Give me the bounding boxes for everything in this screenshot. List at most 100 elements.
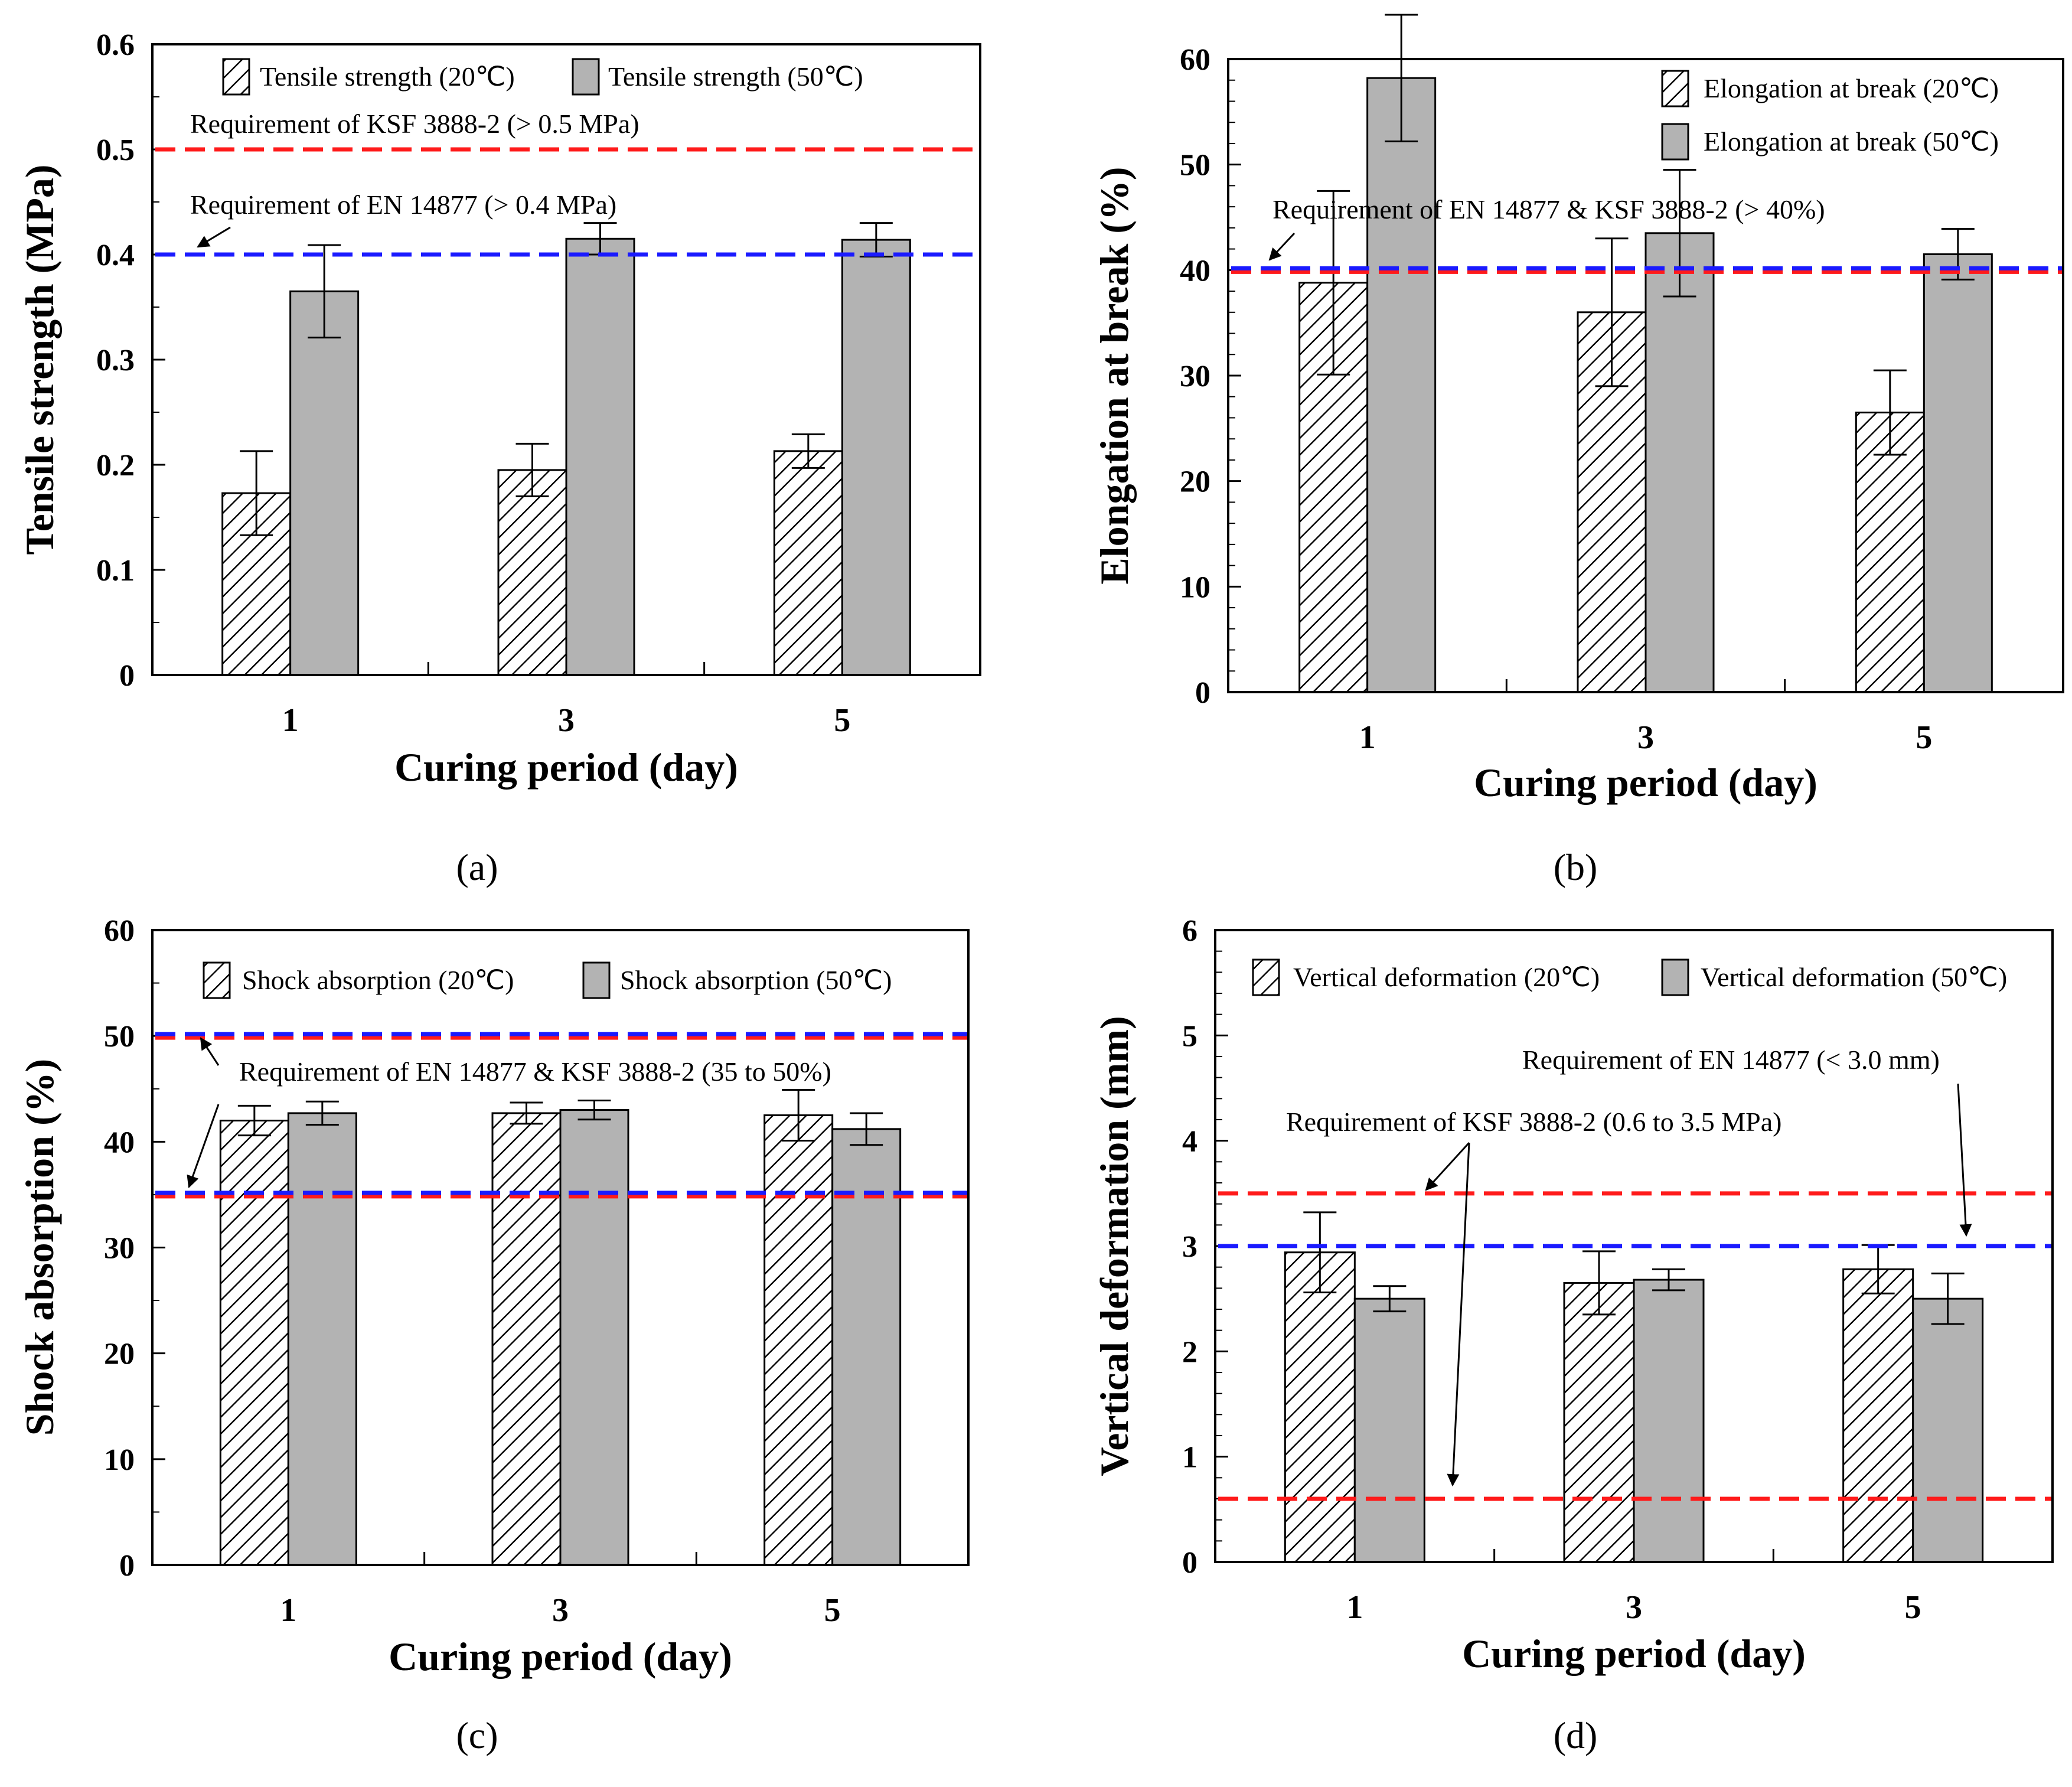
- bar: [287, 1112, 357, 1566]
- bar: [565, 237, 635, 676]
- y-tick-label: 0.1: [96, 554, 135, 588]
- annotation-arrow: [1957, 1083, 1972, 1237]
- y-axis-title: Shock absorption (%): [17, 1059, 62, 1436]
- y-axis-title: Elongation at break (%): [1092, 167, 1137, 584]
- annotation-text: Requirement of KSF 3888-2 (> 0.5 MPa): [190, 109, 639, 139]
- annotation-arrow: [1447, 1142, 1470, 1487]
- y-tick-label: 4: [1182, 1125, 1197, 1159]
- x-tick-label: 5: [834, 702, 850, 739]
- y-tick-label: 60: [104, 914, 135, 948]
- legend-label: Vertical deformation (50℃): [1701, 962, 2007, 992]
- bar: [1842, 1268, 1914, 1563]
- y-tick-label: 50: [104, 1020, 135, 1054]
- bar: [763, 1114, 834, 1566]
- legend-label: Tensile strength (20℃): [260, 61, 515, 92]
- legend-label: Tensile strength (50℃): [608, 61, 863, 92]
- bar: [1633, 1279, 1705, 1563]
- y-tick-label: 2: [1182, 1335, 1197, 1369]
- legend-swatch: [1252, 958, 1280, 996]
- legend-label: Shock absorption (50℃): [620, 965, 892, 995]
- bar: [289, 290, 360, 676]
- bar: [1912, 1297, 1984, 1563]
- y-tick-label: 0.3: [96, 344, 135, 377]
- bar: [1644, 232, 1715, 693]
- legend-swatch: [203, 961, 231, 999]
- legend-swatch: [572, 58, 600, 96]
- annotation-arrow: [197, 226, 231, 248]
- panel-label: (d): [1554, 1714, 1598, 1756]
- panel-label: (a): [456, 846, 498, 888]
- annotation-arrow: [1425, 1142, 1470, 1191]
- x-axis-title: Curing period (day): [389, 1634, 732, 1679]
- y-tick-label: 6: [1182, 914, 1197, 948]
- plot-frame: [1227, 58, 2064, 693]
- y-tick-label: 10: [104, 1443, 135, 1477]
- x-tick-label: 1: [282, 702, 299, 739]
- y-tick-label: 60: [1180, 43, 1210, 77]
- legend-swatch: [1661, 70, 1689, 107]
- legend-swatch: [582, 961, 611, 999]
- bar: [559, 1109, 629, 1566]
- y-tick-label: 20: [104, 1338, 135, 1371]
- y-tick-label: 5: [1182, 1019, 1197, 1053]
- annotation-text: Requirement of EN 14877 (< 3.0 mm): [1522, 1045, 1940, 1075]
- annotation-text: Requirement of EN 14877 & KSF 3888-2 (> …: [1272, 194, 1825, 224]
- y-tick-label: 0: [1195, 676, 1210, 710]
- bar: [491, 1112, 562, 1566]
- x-axis-title: Curing period (day): [394, 745, 738, 790]
- x-axis-title: Curing period (day): [1462, 1631, 1806, 1676]
- y-tick-label: 3: [1182, 1230, 1197, 1264]
- bar: [497, 469, 567, 676]
- x-tick-label: 1: [280, 1592, 296, 1629]
- legend-swatch: [222, 58, 250, 96]
- y-tick-label: 40: [1180, 254, 1210, 288]
- x-tick-label: 5: [1905, 1589, 1921, 1626]
- x-axis-title: Curing period (day): [1474, 760, 1818, 805]
- x-tick-label: 1: [1346, 1589, 1363, 1626]
- x-tick-label: 3: [552, 1592, 569, 1629]
- bar: [1284, 1251, 1356, 1563]
- annotation-arrow: [187, 1104, 220, 1188]
- annotation-text: Requirement of KSF 3888-2 (0.6 to 3.5 MP…: [1286, 1107, 1781, 1137]
- y-tick-label: 20: [1180, 465, 1210, 499]
- x-tick-label: 1: [1359, 719, 1376, 756]
- annotation-text: Requirement of EN 14877 & KSF 3888-2 (35…: [239, 1056, 831, 1087]
- x-tick-label: 5: [824, 1592, 841, 1629]
- plot-frame: [151, 43, 981, 676]
- y-tick-label: 0.5: [96, 133, 135, 167]
- y-axis-title: Vertical deformation (mm): [1092, 1016, 1137, 1476]
- annotation-text: Requirement of EN 14877 (> 0.4 MPa): [190, 190, 616, 220]
- y-tick-label: 50: [1180, 149, 1210, 182]
- annotation-arrow: [200, 1037, 220, 1066]
- annotation-arrow: [1268, 232, 1296, 261]
- y-tick-label: 0.4: [96, 239, 135, 272]
- y-tick-label: 30: [104, 1232, 135, 1266]
- bar: [1353, 1297, 1425, 1563]
- y-tick-label: 30: [1180, 360, 1210, 393]
- legend-swatch: [1661, 123, 1689, 161]
- x-tick-label: 5: [1916, 719, 1932, 756]
- plot-frame: [151, 929, 970, 1566]
- bar: [773, 450, 843, 676]
- plot-frame: [1214, 929, 2054, 1563]
- y-tick-label: 0.2: [96, 449, 135, 482]
- legend-label: Shock absorption (20℃): [242, 965, 514, 995]
- y-tick-label: 1: [1182, 1441, 1197, 1475]
- panel-label: (b): [1554, 846, 1598, 888]
- x-tick-label: 3: [1626, 1589, 1642, 1626]
- legend-swatch: [1661, 958, 1689, 996]
- chart-panel: 0 10 20 30 40 50 60 1 3 5 Curing period (day) Elong…: [1092, 14, 2064, 888]
- legend-label: Elongation at break (20℃): [1704, 73, 1999, 103]
- bar: [219, 1120, 289, 1566]
- bar: [1563, 1281, 1635, 1563]
- y-tick-label: 0: [119, 659, 135, 693]
- bar: [1923, 253, 1993, 693]
- panel-label: (c): [456, 1714, 498, 1756]
- bar: [1855, 412, 1925, 693]
- y-tick-label: 0: [1182, 1546, 1197, 1580]
- y-tick-label: 40: [104, 1126, 135, 1159]
- x-tick-label: 3: [558, 702, 575, 739]
- legend-label: Vertical deformation (20℃): [1293, 962, 1600, 992]
- legend-label: Elongation at break (50℃): [1704, 126, 1999, 156]
